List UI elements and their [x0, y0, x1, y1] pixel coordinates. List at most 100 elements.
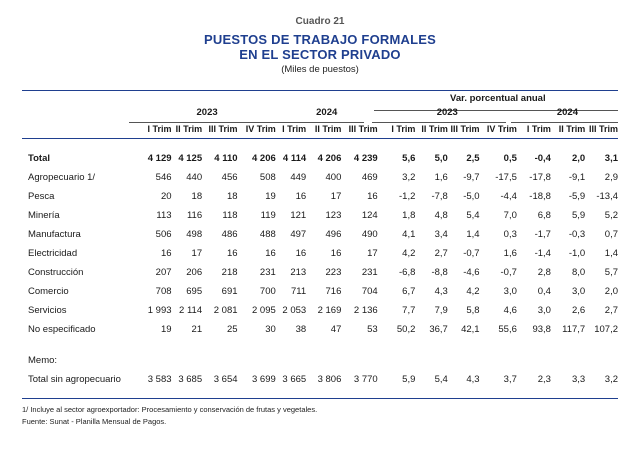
- table-row: Pesca 20 18 18 19 16 17 16 -1,2 -7,8 -5,0 -4,4 -18,8…: [22, 187, 618, 206]
- table-cell: 6,7: [402, 286, 416, 297]
- table-cell: 3 699: [251, 374, 276, 385]
- table-cell: 3,2: [402, 172, 416, 183]
- table-cell: 3 665: [282, 374, 307, 385]
- row-label: Comercio: [28, 286, 69, 297]
- table-row: No especificado 19 21 25 30 38 47 53 50,2 36,7 42,…: [22, 320, 618, 339]
- table-cell: 223: [325, 267, 342, 278]
- table-cell: -0,4: [534, 153, 551, 164]
- column-header: II Trim: [175, 123, 203, 134]
- column-header: I Trim: [147, 123, 172, 134]
- column-header: II Trim: [421, 123, 448, 134]
- table-cell: -17,8: [529, 172, 551, 183]
- table-cell: -9,7: [463, 172, 480, 183]
- table-row: Construcción 207 206 218 231 213 223 231 -6,8 -8,…: [22, 263, 618, 282]
- table-cell: 107,2: [594, 324, 618, 335]
- table-cell: 449: [290, 172, 307, 183]
- table-cell: 1,4: [604, 248, 618, 259]
- table-cell: 440: [186, 172, 203, 183]
- table-cell: 496: [325, 229, 342, 240]
- table-cell: 7,0: [503, 210, 517, 221]
- table-cell: 4,6: [503, 305, 517, 316]
- table-cell: 93,8: [532, 324, 551, 335]
- table-cell: 218: [221, 267, 238, 278]
- table-cell: 36,7: [429, 324, 448, 335]
- column-header: IV Trim: [245, 123, 276, 134]
- row-label: Servicios: [28, 305, 67, 316]
- year-2023-header: 2023: [196, 106, 218, 118]
- table-cell: 5,2: [604, 210, 618, 221]
- table-cell: 3,4: [434, 229, 448, 240]
- table-cell: 25: [226, 324, 238, 335]
- table-cell: 708: [155, 286, 172, 297]
- table-cell: 711: [291, 286, 307, 297]
- table-cell: 117,7: [562, 324, 586, 335]
- table-cell: 113: [156, 210, 172, 221]
- table-cell: 5,8: [466, 305, 480, 316]
- source-note: Fuente: Sunat - Planilla Mensual de Pago…: [22, 417, 167, 426]
- table-cell: -13,4: [596, 191, 618, 202]
- table-cell: 5,4: [434, 374, 448, 385]
- table-cell: -5,0: [463, 191, 480, 202]
- table-cell: 2,7: [434, 248, 448, 259]
- rule-var-header: [374, 110, 618, 111]
- table-cell: 1,8: [402, 210, 416, 221]
- table-cell: 3 654: [213, 374, 238, 385]
- table-cell: -1,4: [534, 248, 551, 259]
- table-cell: -0,3: [568, 229, 586, 240]
- table-cell: 490: [361, 229, 378, 240]
- rule-var-2024: [511, 122, 618, 123]
- table-row: Electricidad 16 17 16 16 16 16 17 4,2 2,7 -0,7 1,6 -…: [22, 244, 618, 263]
- table-cell: 4,3: [434, 286, 448, 297]
- rule-var-2023: [374, 122, 506, 123]
- table-cell: 3 770: [353, 374, 378, 385]
- table-cell: 116: [186, 210, 203, 221]
- table-cell: 55,6: [498, 324, 517, 335]
- table-cell: 704: [361, 286, 378, 297]
- table-cell: 121: [290, 210, 307, 221]
- table-cell: 42,1: [461, 324, 480, 335]
- table-cell: -5,9: [568, 191, 586, 202]
- table-cell: 206: [186, 267, 203, 278]
- table-cell: 497: [290, 229, 307, 240]
- row-label: Agropecuario 1/: [28, 172, 96, 183]
- table-cell: 2 053: [282, 305, 307, 316]
- table-cell: 506: [155, 229, 172, 240]
- table-cell: 123: [325, 210, 342, 221]
- table-cell: -0,7: [500, 267, 517, 278]
- var-2024-header: 2024: [556, 106, 578, 118]
- table-cell: 0,3: [503, 229, 517, 240]
- page-subtitle: (Miles de puestos): [281, 64, 359, 75]
- table-cell: -6,8: [399, 267, 416, 278]
- table-cell: 18: [191, 191, 203, 202]
- table-cell: 0,7: [604, 229, 618, 240]
- table-body: Total 4 129 4 125 4 110 4 206 4 114 4 206 4 239…: [22, 149, 618, 339]
- row-label: Manufactura: [28, 229, 81, 240]
- table-cell: -8,8: [431, 267, 448, 278]
- table-cell: 8,0: [571, 267, 586, 278]
- var-2023-header: 2023: [436, 106, 458, 118]
- table-cell: 486: [221, 229, 238, 240]
- column-header: II Trim: [558, 123, 586, 134]
- table-cell: 53: [367, 324, 378, 335]
- column-header: II Trim: [314, 123, 342, 134]
- table-cell: 2,0: [571, 153, 586, 164]
- table-cell: 4,1: [402, 229, 416, 240]
- year-2024-header: 2024: [316, 106, 338, 118]
- table-cell: 231: [259, 267, 276, 278]
- table-cell: 118: [222, 210, 238, 221]
- column-header: I Trim: [526, 123, 551, 134]
- table-cell: 38: [295, 324, 307, 335]
- table-cell: 17: [330, 191, 342, 202]
- table-number: Cuadro 21: [295, 16, 345, 27]
- column-header: I Trim: [282, 123, 307, 134]
- table-cell: 2 136: [353, 305, 378, 316]
- table-cell: 488: [259, 229, 276, 240]
- footnotes: 1/ Incluye al sector agroexportador: Pro…: [22, 404, 317, 428]
- table-cell: 2 095: [251, 305, 276, 316]
- table-cell: 498: [186, 229, 203, 240]
- row-label: Minería: [28, 210, 60, 221]
- table-cell: -9,1: [568, 172, 586, 183]
- table-cell: 3 583: [147, 374, 172, 385]
- table-row: Manufactura 506 498 486 488 497 496 490 4,1 3,4 1,…: [22, 225, 618, 244]
- table-cell: 20: [160, 191, 172, 202]
